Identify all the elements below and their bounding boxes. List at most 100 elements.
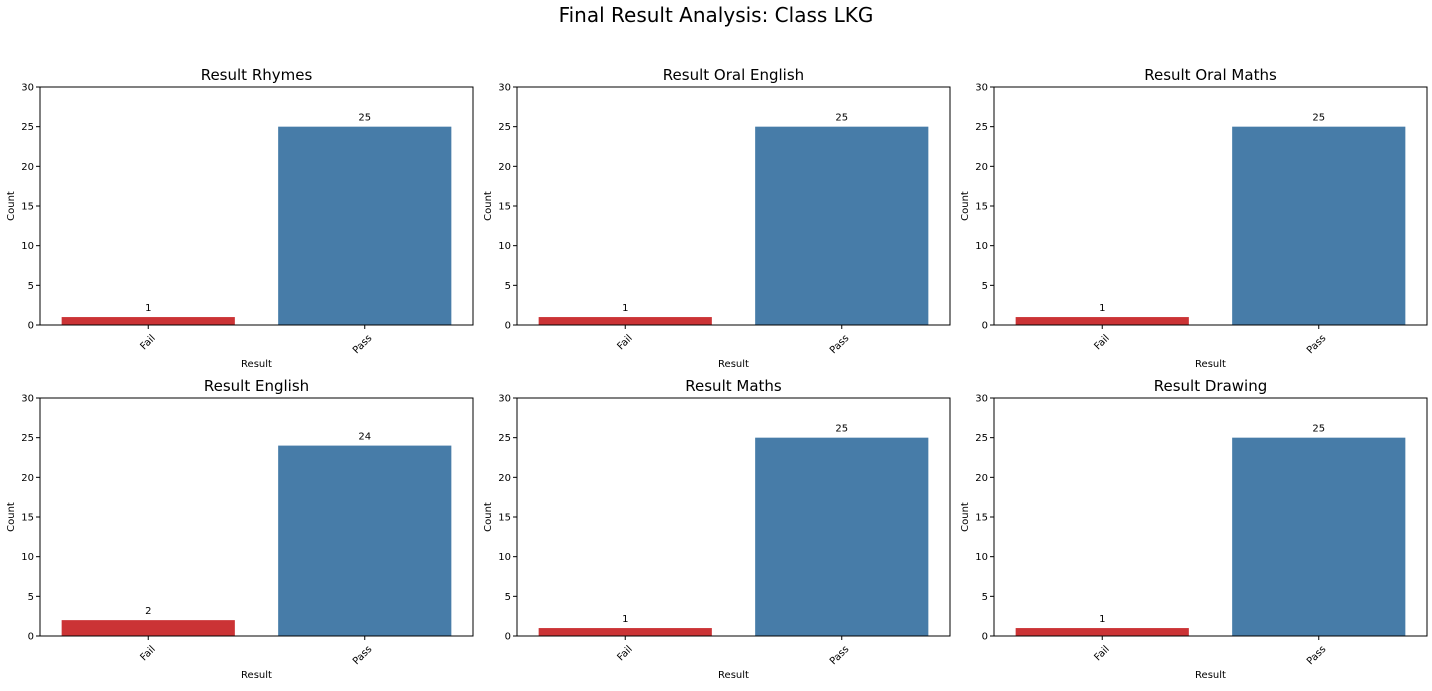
bar-pass <box>1232 437 1406 636</box>
plot-frame <box>39 86 474 326</box>
subplot-title: Result Rhymes <box>201 66 313 84</box>
y-tick-label: 10 <box>21 241 34 252</box>
y-tick-label: 25 <box>21 433 34 444</box>
y-tick-label: 25 <box>975 122 988 133</box>
y-tick-label: 30 <box>21 83 34 94</box>
y-tick-label: 10 <box>975 241 988 252</box>
y-tick-label: 10 <box>21 552 34 563</box>
y-tick-label: 0 <box>28 321 34 332</box>
y-axis-label: Count <box>960 502 971 532</box>
bar-fail <box>1015 628 1189 636</box>
x-tick-label: Pass <box>1305 644 1328 667</box>
y-tick-label: 10 <box>498 241 511 252</box>
subplot-title: Result Maths <box>685 377 782 395</box>
bar-fail <box>61 620 235 636</box>
plot-frame <box>516 397 951 637</box>
y-tick-label: 25 <box>975 433 988 444</box>
subplot-title: Result Oral English <box>663 66 804 84</box>
y-axis-label: Count <box>483 502 494 532</box>
x-tick-label: Fail <box>1092 644 1111 663</box>
plot-frame <box>39 397 474 637</box>
data-label: 1 <box>1099 303 1105 314</box>
y-tick-label: 20 <box>21 162 34 173</box>
plot-frame <box>993 397 1428 637</box>
y-axis-label: Count <box>483 191 494 221</box>
y-tick-label: 30 <box>975 83 988 94</box>
x-tick-label: Fail <box>138 333 157 352</box>
x-tick-label: Pass <box>828 644 851 667</box>
x-axis-label: Result <box>718 359 749 370</box>
y-tick-label: 30 <box>21 394 34 405</box>
subplot: Result Rhymes 1 Fail 25 Pass 0 5 10 15 20 25 30 Resu… <box>6 66 474 370</box>
y-axis-label: Count <box>6 191 17 221</box>
y-axis-label: Count <box>960 191 971 221</box>
y-tick-label: 0 <box>505 321 511 332</box>
x-tick-label: Fail <box>1092 333 1111 352</box>
y-tick-label: 0 <box>28 632 34 643</box>
bar-fail <box>538 317 712 325</box>
data-label: 1 <box>622 303 628 314</box>
bar-pass <box>755 437 929 636</box>
data-label: 1 <box>145 303 151 314</box>
y-tick-label: 30 <box>975 394 988 405</box>
y-tick-label: 20 <box>498 162 511 173</box>
subplot: Result English 2 Fail 24 Pass 0 5 10 15 20 25 30 Res… <box>6 377 474 681</box>
x-tick-label: Pass <box>351 333 374 356</box>
data-label: 25 <box>358 113 371 124</box>
subplot: Result Oral English 1 Fail 25 Pass 0 5 10 15 20 25… <box>483 66 951 370</box>
y-tick-label: 25 <box>498 122 511 133</box>
x-axis-label: Result <box>718 670 749 681</box>
subplot: Result Maths 1 Fail 25 Pass 0 5 10 15 20 25 30 Resul… <box>483 377 951 681</box>
data-label: 25 <box>1312 113 1325 124</box>
y-tick-label: 25 <box>21 122 34 133</box>
data-label: 25 <box>835 113 848 124</box>
subplot-title: Result Oral Maths <box>1144 66 1277 84</box>
y-tick-label: 5 <box>28 592 34 603</box>
y-tick-label: 20 <box>498 473 511 484</box>
y-tick-label: 0 <box>982 632 988 643</box>
subplot-title: Result Drawing <box>1154 377 1268 395</box>
plot-frame <box>993 86 1428 326</box>
y-tick-label: 15 <box>21 513 34 524</box>
y-tick-label: 0 <box>982 321 988 332</box>
y-tick-label: 15 <box>21 202 34 213</box>
x-axis-label: Result <box>1195 670 1226 681</box>
x-tick-label: Fail <box>138 644 157 663</box>
y-tick-label: 25 <box>498 433 511 444</box>
bar-pass <box>278 445 452 636</box>
data-label: 25 <box>835 424 848 435</box>
subplot: Result Drawing 1 Fail 25 Pass 0 5 10 15 20 25 30 Res… <box>960 377 1428 681</box>
y-tick-label: 5 <box>505 281 511 292</box>
data-label: 1 <box>1099 614 1105 625</box>
y-tick-label: 5 <box>28 281 34 292</box>
bar-pass <box>755 126 929 326</box>
x-tick-label: Fail <box>615 333 634 352</box>
y-tick-label: 10 <box>498 552 511 563</box>
y-tick-label: 5 <box>982 281 988 292</box>
x-tick-label: Pass <box>351 644 374 667</box>
y-tick-label: 10 <box>975 552 988 563</box>
bar-fail <box>61 317 235 325</box>
x-axis-label: Result <box>241 359 272 370</box>
plot-frame <box>516 86 951 326</box>
y-tick-label: 15 <box>975 513 988 524</box>
subplot: Result Oral Maths 1 Fail 25 Pass 0 5 10 15 20 25 30… <box>960 66 1428 370</box>
x-tick-label: Pass <box>828 333 851 356</box>
bar-fail <box>538 628 712 636</box>
data-label: 2 <box>145 606 151 617</box>
y-tick-label: 5 <box>505 592 511 603</box>
x-axis-label: Result <box>241 670 272 681</box>
bar-fail <box>1015 317 1189 325</box>
y-axis-label: Count <box>6 502 17 532</box>
y-tick-label: 30 <box>498 394 511 405</box>
bar-pass <box>278 126 452 326</box>
y-tick-label: 30 <box>498 83 511 94</box>
y-tick-label: 5 <box>982 592 988 603</box>
subplot-title: Result English <box>204 377 309 395</box>
data-label: 24 <box>358 432 371 443</box>
y-tick-label: 15 <box>498 513 511 524</box>
x-tick-label: Fail <box>615 644 634 663</box>
x-tick-label: Pass <box>1305 333 1328 356</box>
y-tick-label: 20 <box>975 162 988 173</box>
